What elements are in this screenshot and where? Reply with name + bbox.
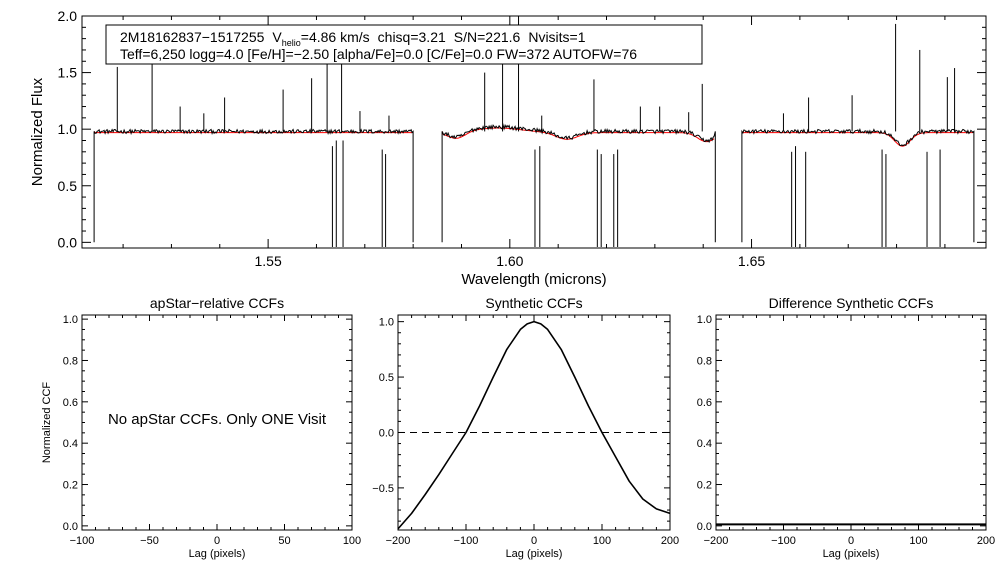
diff_ccf-xtick-label: 0	[848, 535, 854, 547]
difference-ccf-panel: −200 −100 0 100 200 0.0 0.2 0.4 0.6 0.8 1.0 Lag (pi…	[697, 295, 995, 560]
synthetic-ccf-line	[397, 320, 671, 530]
chisq-value: chisq=3.21	[378, 29, 446, 45]
model-spectrum-line	[741, 131, 973, 147]
diff_ccf-xtick-label: 100	[909, 535, 927, 547]
apstar_ccf-xtick-label: 50	[278, 535, 290, 547]
star-info-line-1: 2M18162837−1517255 Vhelio=4.86 km/s chisq=…	[120, 29, 586, 48]
spectrum-ytick-label: 1.0	[58, 121, 78, 137]
spectrum-xtick-label: 1.55	[254, 253, 281, 269]
synthetic_ccf-xtick-label: 0	[531, 535, 537, 547]
observed-spectrum-line	[93, 128, 414, 243]
apstar_ccf-ytick-label: 0.4	[63, 438, 78, 450]
apstar_ccf-xtick-label: −50	[140, 535, 159, 547]
apstar_ccf-xtick-label: 0	[214, 535, 220, 547]
star-info-box: 2M18162837−1517255 Vhelio=4.86 km/s chisq=…	[105, 24, 703, 65]
synthetic_ccf-title: Synthetic CCFs	[485, 295, 582, 311]
apstar_ccf-ytick-label: 0.0	[63, 521, 78, 533]
spectrum-plot-frame	[81, 15, 987, 249]
diff_ccf-ytick-label: 0.6	[697, 397, 712, 409]
nvisits-value: Nvisits=1	[528, 29, 585, 45]
synthetic_ccf-xlabel: Lag (pixels)	[506, 548, 563, 560]
observed-spectrum-line	[441, 123, 716, 243]
synthetic-ccf-panel: −200 −100 0 100 200 −0.5 0.0 0.5 1.0 Lag (pixels)…	[372, 295, 679, 560]
diff_ccf-xtick-label: −200	[704, 535, 729, 547]
apstar_ccf-ytick-label: 1.0	[63, 314, 78, 326]
diff_ccf-ytick-label: 0.2	[697, 480, 712, 492]
synthetic_ccf-xtick-label: 100	[593, 535, 611, 547]
diff_ccf-xtick-label: −100	[771, 535, 796, 547]
snr-value: S/N=221.6	[454, 29, 521, 45]
diff_ccf-ytick-label: 0.8	[697, 355, 712, 367]
diff_ccf-title: Difference Synthetic CCFs	[769, 295, 934, 311]
spectrum-ylabel: Normalized Flux	[29, 77, 46, 186]
spectrum-xlabel: Wavelength (microns)	[461, 271, 606, 288]
velocity-label: V	[272, 29, 282, 45]
diff_ccf-plot-frame	[715, 314, 987, 531]
synthetic_ccf-ytick-label: −0.5	[372, 483, 394, 495]
synthetic_ccf-xtick-label: −100	[454, 535, 479, 547]
diff_ccf-xtick-label: 200	[977, 535, 995, 547]
apstar_ccf-xlabel: Lag (pixels)	[189, 548, 246, 560]
spectrum-panel: 1.55 1.60 1.65 0.0 0.5 1.0 1.5 2.0 Wavelength (m…	[29, 8, 987, 288]
diff_ccf-ytick-label: 1.0	[697, 314, 712, 326]
star-info-frame	[105, 24, 703, 65]
synthetic_ccf-xtick-label: −200	[386, 535, 411, 547]
diff_ccf-ytick-label: 0.0	[697, 521, 712, 533]
star-params-line: Teff=6,250 logg=4.0 [Fe/H]=−2.50 [alpha/…	[120, 46, 637, 62]
apstar_ccf-xtick-label: −100	[70, 535, 95, 547]
apstar_ccf-title: apStar−relative CCFs	[150, 295, 284, 311]
spectrum-ytick-label: 0.0	[58, 234, 78, 250]
synthetic_ccf-ytick-label: 0.0	[379, 427, 394, 439]
apstar-ccf-panel: −100 −50 0 50 100 0.0 0.2 0.4 0.6 0.8 1.0 Lag (pixe…	[41, 295, 361, 560]
star-id: 2M18162837−1517255	[120, 29, 265, 45]
no-ccf-message: No apStar CCFs. Only ONE Visit	[108, 411, 327, 428]
diff_ccf-xlabel: Lag (pixels)	[823, 548, 880, 560]
spectrum-ytick-label: 0.5	[58, 178, 78, 194]
observed-spectrum-line	[741, 127, 975, 243]
diff_ccf-ytick-label: 0.4	[697, 438, 712, 450]
synthetic_ccf-plot-frame	[397, 314, 671, 531]
spectrum-xtick-label: 1.65	[738, 253, 765, 269]
synthetic_ccf-xtick-label: 200	[661, 535, 679, 547]
synthetic_ccf-ytick-label: 1.0	[379, 317, 394, 329]
velocity-value: =4.86 km/s	[301, 29, 370, 45]
velocity-subscript: helio	[282, 38, 301, 48]
apstar_ccf-ytick-label: 0.8	[63, 355, 78, 367]
spectrum-ytick-label: 1.5	[58, 65, 78, 81]
spectrum-ytick-label: 2.0	[58, 8, 78, 24]
spectrum-xtick-label: 1.60	[496, 253, 523, 269]
apstar_ccf-xtick-label: 100	[343, 535, 361, 547]
apstar_ccf-ytick-label: 0.6	[63, 397, 78, 409]
apstar_ccf-ylabel: Normalized CCF	[41, 382, 53, 464]
synthetic_ccf-ytick-label: 0.5	[379, 372, 394, 384]
apstar_ccf-ytick-label: 0.2	[63, 480, 78, 492]
